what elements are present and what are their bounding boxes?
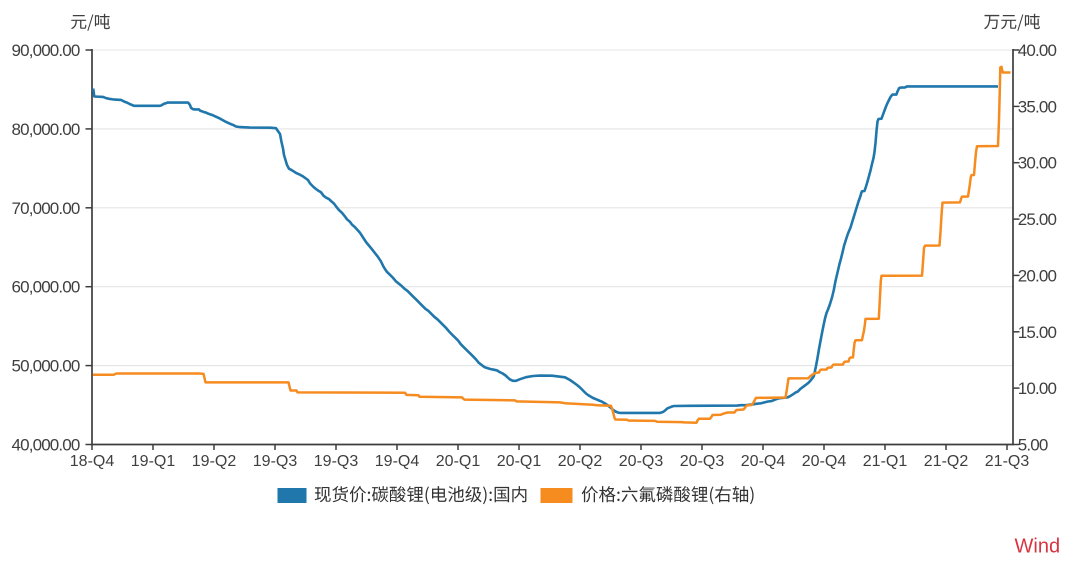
svg-text:25.00: 25.00 [1018, 210, 1057, 229]
svg-text:20-Q1: 20-Q1 [436, 453, 481, 470]
svg-text:20-Q2: 20-Q2 [558, 453, 603, 470]
svg-text:19-Q1: 19-Q1 [131, 453, 176, 470]
svg-text:15.00: 15.00 [1018, 323, 1057, 342]
svg-text:18-Q4: 18-Q4 [70, 453, 115, 470]
svg-text:Wind: Wind [1015, 536, 1061, 558]
svg-text:40,000.00: 40,000.00 [12, 436, 80, 455]
svg-text:5.00: 5.00 [1018, 436, 1048, 455]
svg-text:60,000.00: 60,000.00 [12, 278, 80, 297]
svg-text:21-Q2: 21-Q2 [924, 453, 969, 470]
svg-text:21-Q1: 21-Q1 [863, 453, 908, 470]
svg-text:90,000.00: 90,000.00 [12, 41, 80, 60]
svg-text:19-Q3: 19-Q3 [253, 453, 298, 470]
svg-text:20-Q3: 20-Q3 [680, 453, 725, 470]
svg-text:20-Q3: 20-Q3 [619, 453, 664, 470]
svg-text:50,000.00: 50,000.00 [12, 357, 80, 376]
svg-text:19-Q2: 19-Q2 [192, 453, 237, 470]
svg-text:20.00: 20.00 [1018, 266, 1057, 285]
svg-text:30.00: 30.00 [1018, 154, 1057, 173]
svg-text:80,000.00: 80,000.00 [12, 120, 80, 139]
svg-text:70,000.00: 70,000.00 [12, 199, 80, 218]
svg-text:19-Q3: 19-Q3 [314, 453, 359, 470]
svg-text:20-Q1: 20-Q1 [497, 453, 542, 470]
svg-text:40.00: 40.00 [1018, 41, 1057, 60]
svg-text:19-Q4: 19-Q4 [375, 453, 420, 470]
svg-text:35.00: 35.00 [1018, 97, 1057, 116]
svg-text:20-Q4: 20-Q4 [741, 453, 786, 470]
svg-text:10.00: 10.00 [1018, 379, 1057, 398]
svg-text:20-Q4: 20-Q4 [802, 453, 847, 470]
svg-text:21-Q3: 21-Q3 [985, 453, 1030, 470]
